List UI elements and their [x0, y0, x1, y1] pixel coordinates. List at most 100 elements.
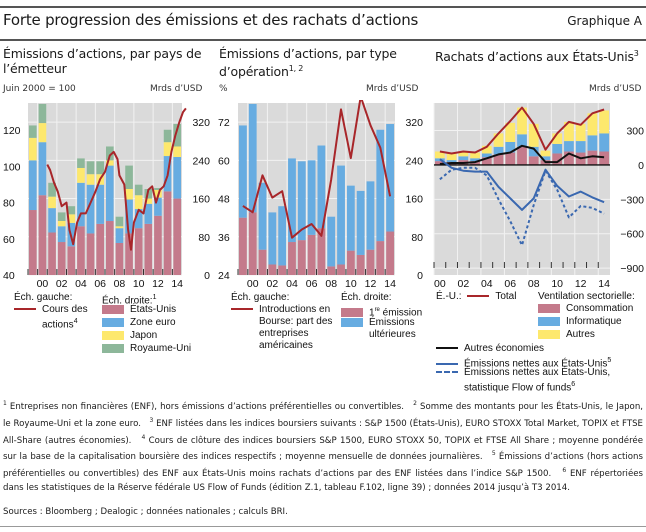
- bar-royaume-uni: [163, 129, 172, 143]
- bar-zone-euro: [144, 203, 153, 224]
- x-tick-label: 04: [481, 278, 493, 290]
- y-tick-label-right: 160: [192, 194, 210, 206]
- legend-2-line-cont-2: entreprises: [259, 328, 309, 339]
- y-tick-label-right: 0: [204, 270, 210, 282]
- bar-autres: [481, 145, 492, 154]
- y-tick-label-right: 160: [405, 194, 423, 206]
- bar-royaume-uni: [29, 125, 37, 138]
- line--missions-nettes-aux-tats-unis: [439, 158, 605, 211]
- legend-2-right-head: Éch. droite:: [341, 292, 392, 303]
- bar-1re-mission: [317, 228, 326, 275]
- bar--tats-unis: [96, 223, 104, 275]
- bar--tats-unis: [86, 233, 95, 275]
- bar-consommation: [493, 154, 504, 165]
- bar-autres: [493, 133, 504, 147]
- chart-1: 0 80 160 240 320 40 60 80 100 120 00 02 04 06 08 10 12 14: [3, 103, 210, 290]
- bar-zone-euro: [48, 208, 56, 233]
- line-autres-conomies: [439, 144, 605, 165]
- bar--tats-unis: [144, 223, 153, 275]
- bar-royaume-uni: [106, 146, 114, 161]
- bar-royaume-uni: [173, 124, 181, 147]
- bar-informatique: [564, 141, 574, 152]
- bar-informatique: [540, 156, 551, 161]
- pink-swatch-icon: [341, 308, 363, 318]
- bar-zone-euro: [134, 209, 143, 229]
- bar--tats-unis: [115, 242, 124, 275]
- bar-japon: [173, 146, 181, 157]
- x-tick-label: 10: [345, 278, 357, 290]
- yellow-swatch-icon: [102, 330, 124, 340]
- red-line-swatch-icon: [14, 308, 36, 311]
- bar--tats-unis: [48, 232, 56, 275]
- bar-1re-mission: [268, 264, 277, 275]
- bar--missions-ult-rieures: [278, 206, 287, 266]
- bar-zone-euro: [86, 184, 95, 234]
- bar-informatique: [587, 135, 598, 151]
- bar--missions-ult-rieures: [258, 182, 267, 250]
- bar--tats-unis: [29, 210, 37, 275]
- bar--missions-ult-rieures: [327, 216, 336, 267]
- legend-item-autres: Autres: [538, 329, 595, 342]
- x-tick-label: 06: [94, 278, 106, 290]
- legend-item-japon: Japon: [102, 330, 157, 343]
- legend-3: É.-U.: Total Ventilation sectorielle: Co…: [436, 291, 646, 393]
- y-tick-label-right: 80: [411, 232, 423, 244]
- legend-item-emissions-ulterieures: Émissions: [341, 317, 415, 330]
- bar--missions-ult-rieures: [346, 185, 355, 251]
- line--missions-nettes-aux-tats-unis-statistique-flow-of-funds: [439, 166, 605, 247]
- bar--missions-ult-rieures: [268, 212, 277, 265]
- bar-1re-mission: [386, 231, 394, 275]
- bar-zone-euro: [125, 199, 133, 234]
- bar-zone-euro: [77, 182, 85, 227]
- blue-swatch-icon: [341, 317, 363, 327]
- x-tick-label: 12: [575, 278, 587, 290]
- bar-informatique: [528, 146, 539, 157]
- bar-1re-mission: [278, 265, 287, 275]
- dashed-line-swatch-icon: [436, 371, 458, 374]
- top-rule: [0, 6, 646, 8]
- bar--missions-ult-rieures: [356, 190, 365, 255]
- yellow-swatch-icon: [538, 329, 560, 339]
- bar-japon: [38, 123, 47, 143]
- bar-royaume-uni: [96, 161, 104, 175]
- chart-3: −900 −600 −300 0 300 00 02 04 06 08 10 12 14: [433, 103, 644, 290]
- x-tick-label: 14: [384, 278, 396, 290]
- blue-swatch-icon: [538, 316, 560, 326]
- bar-consommation: [481, 157, 492, 165]
- legend-item-flow-of-funds-cont: statistique Flow of funds6: [464, 381, 576, 394]
- bar-japon: [29, 137, 37, 161]
- bar-royaume-uni: [134, 184, 143, 196]
- y-tick-label-right: 320: [192, 117, 210, 129]
- legend-item-total: É.-U.: Total: [436, 291, 517, 302]
- bar-autres: [528, 123, 539, 147]
- bar-autres: [575, 123, 586, 142]
- x-tick-label: 06: [306, 278, 318, 290]
- y-tick-label-left: 40: [3, 270, 15, 282]
- legend-item-royaume-uni: Royaume-Uni: [102, 343, 191, 356]
- bar-autres: [587, 113, 598, 136]
- green-swatch-icon: [102, 343, 124, 353]
- bar-royaume-uni: [67, 206, 76, 215]
- bar-japon: [125, 189, 133, 200]
- legend-2-left-head: Éch. gauche:: [231, 292, 290, 303]
- line-cours-des-actions: [46, 107, 187, 251]
- bar--tats-unis: [77, 226, 85, 275]
- legend-item-informatique: Informatique: [538, 316, 622, 329]
- legend-3-sector-head: Ventilation sectorielle:: [538, 291, 635, 302]
- x-tick-label: 00: [37, 278, 49, 290]
- figure-title: Forte progression des émissions et des r…: [3, 11, 419, 29]
- bar--tats-unis: [163, 191, 172, 275]
- footnote-1: 1 Entreprises non financières (ENF), hor…: [3, 400, 414, 412]
- bar-zone-euro: [115, 228, 124, 243]
- panel-3-unit-right: Mrds d’USD: [589, 84, 642, 94]
- bar-informatique: [599, 133, 609, 152]
- bar--tats-unis: [125, 233, 133, 275]
- bar-autres: [552, 133, 563, 144]
- panel-2-title: Émissions d’actions, par type d’opératio…: [219, 46, 397, 80]
- x-tick-label: 12: [365, 278, 377, 290]
- bar-informatique: [552, 143, 563, 154]
- panel-3-title: Rachats d’actions aux États-Unis3: [435, 49, 639, 65]
- bar-consommation: [528, 156, 539, 165]
- x-tick-label: 12: [152, 278, 164, 290]
- x-tick-label: 10: [551, 278, 563, 290]
